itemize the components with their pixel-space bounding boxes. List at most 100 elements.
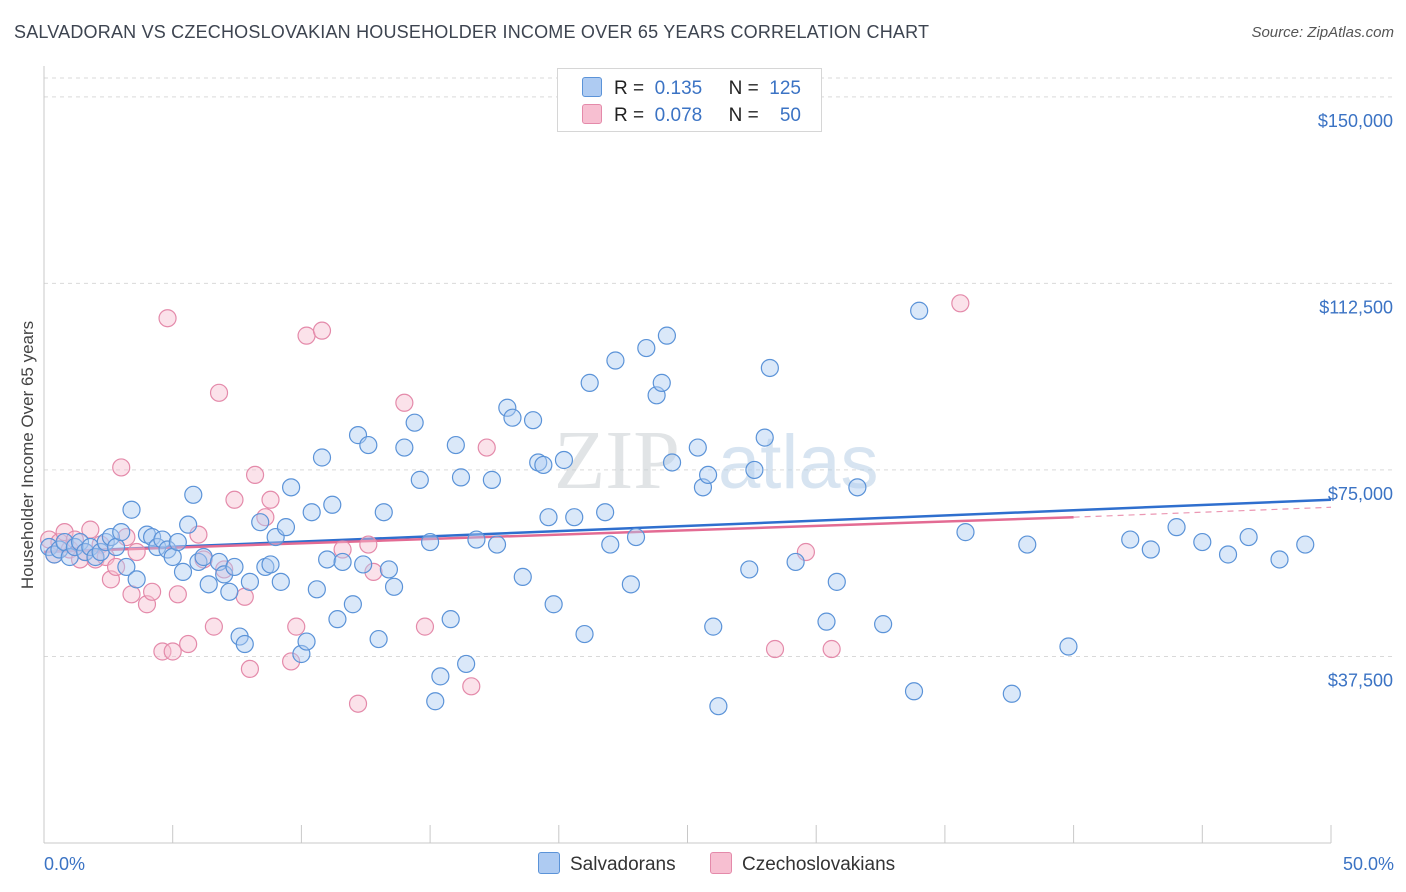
salvadoran-point	[374, 503, 393, 522]
salvadoran-point	[1141, 540, 1160, 559]
legend-label: Czechoslovakians	[742, 854, 896, 875]
czechoslovakian-point	[287, 617, 306, 636]
watermark-text: atlas	[718, 420, 879, 505]
salvadoran-point	[215, 565, 234, 584]
salvadoran-point	[297, 632, 316, 651]
czechoslovakian-point	[333, 540, 352, 559]
legend-row-czechoslovakians: R = 0.078 N = 50	[582, 104, 801, 127]
czechoslovakian-point	[112, 458, 131, 477]
czechoslovakian-point	[163, 642, 182, 661]
salvadoran-point	[302, 503, 321, 522]
r-value: 0.135	[654, 78, 703, 99]
salvadoran-point	[421, 532, 440, 552]
salvadoran-point	[786, 552, 805, 572]
salvadoran-point	[271, 572, 290, 591]
salvadoran-point	[410, 470, 429, 489]
czechoslovakian-point	[240, 659, 260, 679]
salvadoran-point	[698, 465, 718, 485]
salvadoran-point	[240, 572, 260, 591]
correlation-legend: R = 0.135 N = 125 R = 0.078 N = 50	[557, 68, 822, 132]
czechoslovakian-point	[477, 438, 496, 457]
salvadoran-point	[86, 547, 105, 567]
salvadoran-point	[122, 500, 141, 519]
salvadoran-point	[333, 552, 352, 572]
salvadoran-point	[153, 530, 172, 549]
salvadoran-point	[318, 550, 337, 569]
salvadoran-point	[1193, 532, 1212, 552]
salvadoran-point	[65, 537, 84, 557]
salvadoran-point	[755, 428, 774, 447]
czechoslovakian-point	[106, 557, 126, 577]
czechoslovakian-point	[261, 490, 280, 509]
czechoslovakian-trend-extension	[1073, 506, 1332, 518]
salvadoran-point	[467, 530, 486, 549]
salvadoran-point	[251, 513, 270, 532]
salvadoran-point	[405, 413, 424, 432]
salvadoran-point	[827, 572, 846, 591]
salvadoran-point	[395, 438, 414, 457]
czechoslovakian-point	[204, 617, 223, 636]
axes	[43, 66, 1332, 844]
salvadoran-point	[101, 527, 121, 547]
x-tick-label: 0.0%	[44, 854, 85, 874]
salvadoran-point	[194, 547, 213, 567]
czechoslovakian-point	[225, 490, 244, 509]
trend-lines	[43, 498, 1332, 554]
salvadoran-point	[1296, 535, 1315, 554]
salvadoran-point	[596, 503, 615, 522]
czechoslovakian-point	[127, 542, 146, 562]
salvadoran-point	[225, 557, 244, 577]
salvadoran-point	[359, 435, 378, 455]
legend-item-salvadorans: Salvadorans	[538, 852, 676, 876]
czechoslovakian-point	[348, 694, 368, 713]
salvadoran-point	[534, 455, 553, 475]
czechoslovakian-point	[256, 508, 275, 527]
salvadoran-point	[904, 682, 924, 701]
salvadoran-point	[606, 351, 625, 370]
czechoslovakian-point	[359, 535, 378, 554]
salvadoran-point	[235, 634, 254, 654]
salvadoran-point	[451, 468, 471, 487]
salvadoran-trend-line	[43, 498, 1332, 554]
czechoslovakian-trend-line	[43, 515, 1074, 554]
salvadoran-point	[179, 515, 198, 534]
salvadoran-point	[580, 373, 599, 392]
salvadoran-points	[40, 301, 1315, 716]
salvadoran-point	[379, 560, 399, 579]
salvadoran-point	[343, 595, 362, 614]
czechoslovakian-point	[364, 562, 383, 582]
czechoslovakian-points	[40, 294, 970, 713]
salvadoran-point	[539, 508, 558, 527]
salvadoran-point	[662, 453, 682, 472]
czechoslovakian-point	[765, 639, 785, 659]
salvadoran-point	[874, 615, 893, 634]
chart-title: SALVADORAN VS CZECHOSLOVAKIAN HOUSEHOLDE…	[14, 22, 930, 42]
czechoslovakian-point	[179, 634, 198, 654]
salvadoran-point	[704, 617, 723, 636]
salvadoran-point	[369, 629, 388, 649]
czechoslovakian-point	[462, 677, 481, 696]
watermark: ZIP atlas	[554, 414, 879, 507]
salvadoran-point	[688, 438, 707, 457]
source-note: Source: ZipAtlas.com	[1251, 24, 1394, 41]
salvadoran-point	[220, 582, 239, 601]
blue-swatch	[538, 852, 560, 874]
legend-row-salvadorans: R = 0.135 N = 125	[582, 77, 801, 100]
salvadoran-point	[96, 532, 115, 552]
y-tick-label: $37,500	[1328, 670, 1393, 690]
salvadoran-point	[760, 358, 779, 378]
salvadoran-point	[709, 697, 728, 716]
salvadoran-point	[446, 435, 465, 455]
czechoslovakian-point	[153, 642, 172, 661]
salvadoran-point	[312, 448, 332, 467]
czechoslovakian-point	[245, 465, 265, 485]
salvadoran-point	[323, 495, 342, 514]
r-label: R =	[614, 78, 645, 99]
salvadoran-point	[384, 577, 404, 596]
salvadoran-point	[441, 610, 460, 629]
salvadoran-point	[503, 408, 522, 427]
legend-label: Salvadorans	[570, 854, 676, 875]
salvadoran-point	[565, 508, 584, 527]
salvadoran-point	[910, 301, 929, 320]
